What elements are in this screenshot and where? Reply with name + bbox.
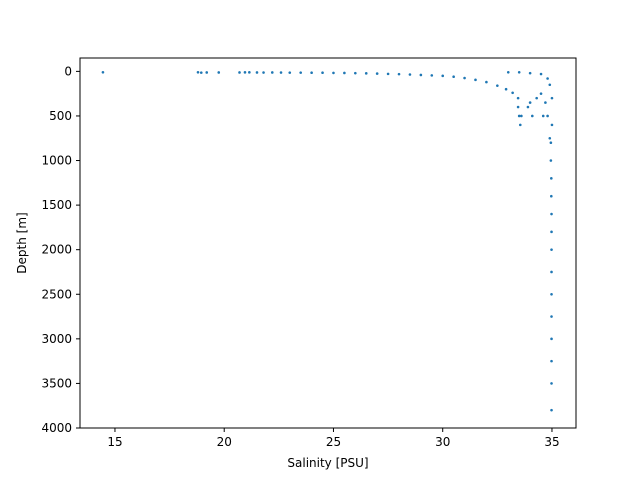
data-point [550,337,553,341]
data-point [549,159,553,162]
data-point [535,96,538,100]
data-point [288,71,292,74]
data-point [548,136,552,140]
data-point [310,71,313,75]
data-point [516,105,520,109]
data-point [550,270,553,274]
y-axis-label: Depth [m] [15,212,29,273]
data-point [528,101,532,104]
data-point [550,212,553,216]
data-layer [101,70,554,412]
data-point [550,177,553,180]
data-point [199,71,203,74]
data-point [517,114,521,118]
data-point [504,87,508,91]
data-point [238,71,241,74]
y-tick-label: 0 [64,64,72,78]
y-tick-label: 1500 [41,198,72,212]
plot-area [80,58,576,428]
data-point [474,78,477,82]
data-point [520,114,523,118]
y-axis: 0 500 1000 1500 2000 2500 3000 3500 4000 [41,64,80,435]
data-point [279,71,283,74]
data-point [364,72,368,75]
data-point [386,72,390,76]
y-tick-label: 4000 [41,421,72,435]
data-point [496,84,499,87]
data-point [430,74,434,77]
data-point [262,71,265,74]
data-point [511,91,514,95]
data-point [550,315,553,318]
y-tick-label: 1000 [41,154,72,168]
data-point [550,123,554,127]
data-point [526,105,530,109]
y-tick-label: 3000 [41,332,72,346]
x-tick-label: 25 [326,435,341,449]
data-point [452,75,455,79]
data-point [463,76,466,80]
data-point [332,71,335,75]
data-point [548,83,552,87]
y-tick-label: 2000 [41,243,72,257]
data-point [441,74,445,78]
data-point [299,71,302,74]
y-tick-label: 2500 [41,287,72,301]
data-point [541,114,545,118]
x-axis: 15 20 25 30 35 [107,428,560,449]
data-point [550,96,554,100]
data-point [506,70,510,74]
x-tick-label: 20 [217,435,232,449]
data-point [419,73,423,77]
data-point [217,71,221,74]
data-point [517,70,521,74]
data-point [550,230,553,234]
data-point [375,72,379,75]
x-axis-label: Salinity [PSU] [287,456,368,470]
data-point [516,96,520,100]
data-point [485,80,488,84]
data-point [550,359,553,363]
x-tick-label: 35 [544,435,559,449]
data-point [550,292,553,296]
data-point [550,194,553,198]
data-point [550,382,553,385]
data-point [408,73,412,76]
data-point [544,101,547,104]
data-point [539,92,543,95]
data-point [546,77,549,80]
data-point [205,71,209,74]
data-point [196,70,200,74]
data-point [539,72,543,76]
data-point [530,114,534,118]
x-tick-label: 15 [107,435,122,449]
data-point [270,71,274,74]
data-point [248,71,251,74]
data-point [243,71,247,74]
data-point [550,248,553,251]
data-point [546,114,549,118]
data-point [101,70,105,74]
data-point [255,71,259,74]
data-point [518,123,522,127]
data-point [549,141,553,144]
x-tick-label: 30 [435,435,450,449]
data-point [397,72,401,76]
data-point [321,71,324,75]
axes-layer [79,57,577,429]
y-tick-label: 500 [49,109,72,123]
plot-frame [79,57,577,429]
data-point [354,71,357,75]
y-tick-label: 3500 [41,376,72,390]
data-point [528,71,532,75]
data-point [550,408,553,412]
data-point [343,71,346,75]
